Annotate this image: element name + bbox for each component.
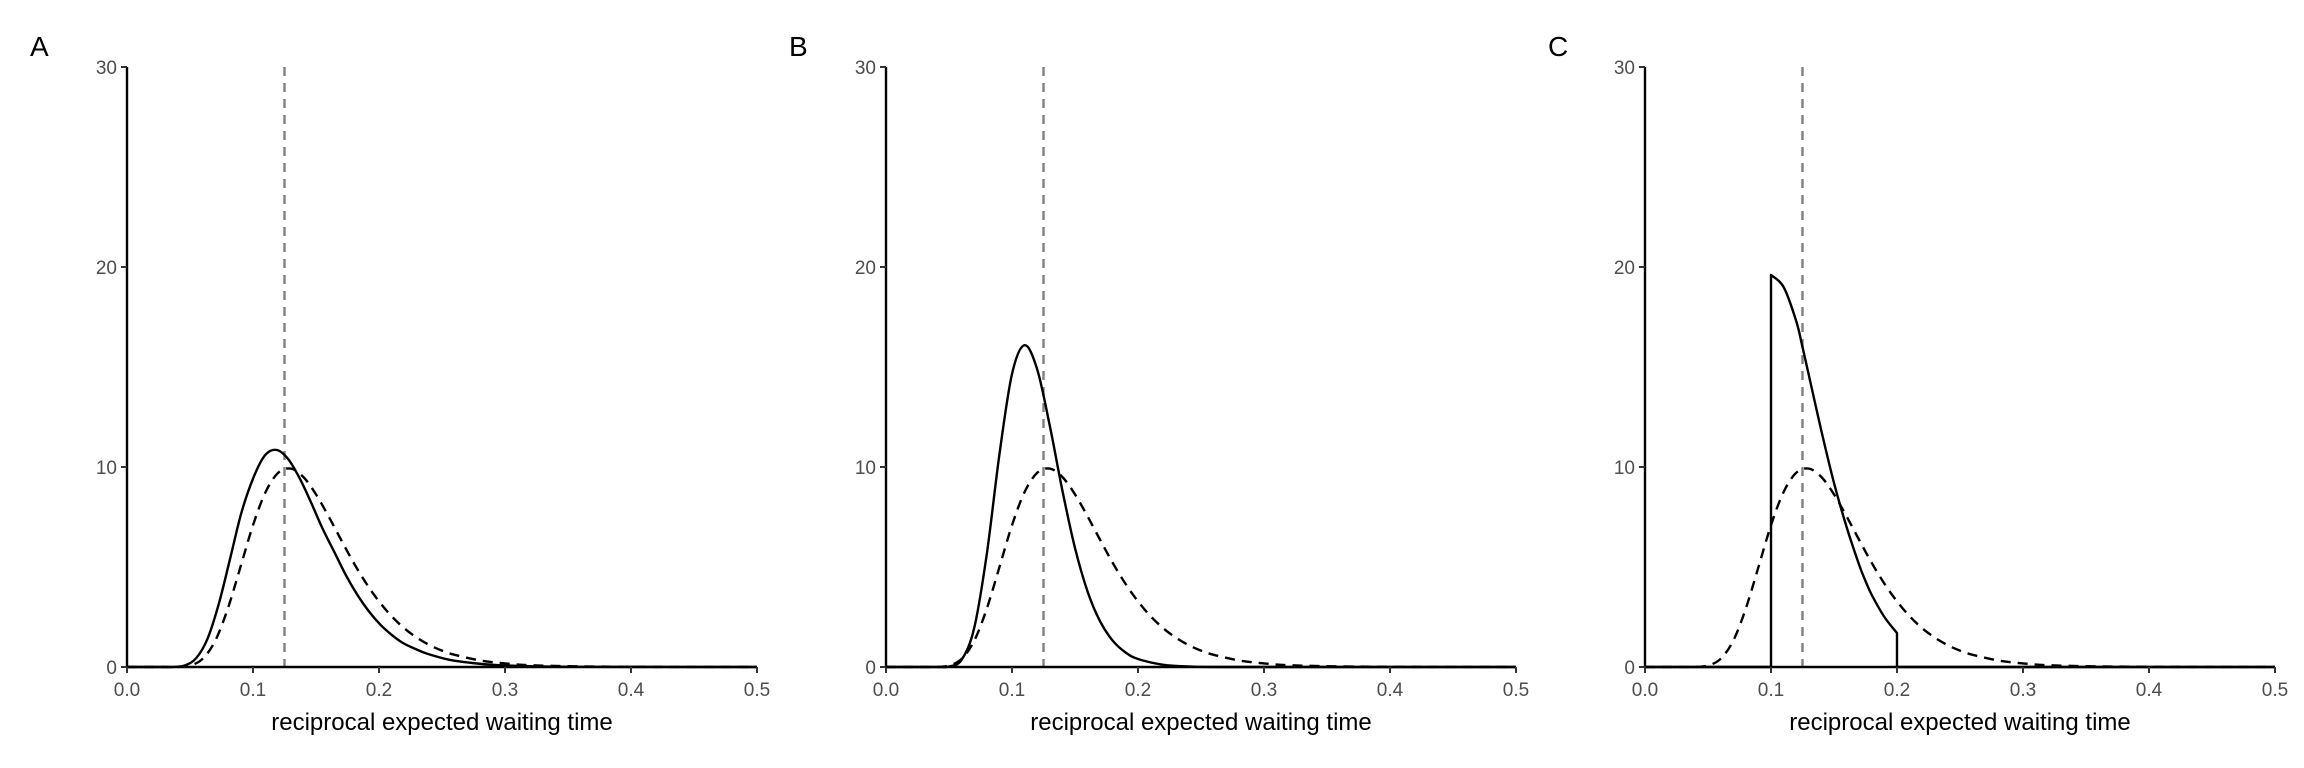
x-tick-label: 0.3 [2010, 680, 2036, 701]
x-tick-label: 0.5 [2262, 680, 2288, 701]
x-tick-label: 0.0 [1632, 680, 1658, 701]
x-tick-label: 0.1 [999, 680, 1025, 701]
x-tick-label: 0.0 [873, 680, 899, 701]
y-tick-label: 10 [1614, 458, 1635, 479]
panel-label: C [1548, 31, 1568, 62]
y-tick-label: 10 [855, 458, 876, 479]
solid-density-curve [886, 344, 1516, 669]
solid-density-curve [127, 448, 758, 669]
dashed-density-curve [1645, 467, 2276, 669]
y-tick-label: 10 [96, 458, 117, 479]
x-tick-label: 0.4 [2136, 680, 2163, 701]
y-tick-label: 20 [96, 258, 117, 279]
solid-density-curve [1645, 273, 2275, 669]
x-tick-label: 0.2 [1125, 680, 1151, 701]
x-tick-label: 0.2 [1884, 680, 1910, 701]
y-tick-label: 30 [855, 58, 876, 79]
panel-a: A 0.0 0.1 0.2 0.3 0.4 0.5 0 10 20 30 reciprocal exp… [30, 31, 770, 736]
y-tick-label: 0 [865, 658, 876, 679]
y-tick-label: 20 [855, 258, 876, 279]
x-tick-label: 0.3 [492, 680, 518, 701]
dashed-density-curve [886, 467, 1517, 669]
x-tick-label: 0.3 [1251, 680, 1277, 701]
x-tick-label: 0.4 [618, 680, 645, 701]
x-tick-label: 0.5 [744, 680, 770, 701]
y-tick-label: 30 [96, 58, 117, 79]
x-axis-title: reciprocal expected waiting time [271, 709, 613, 736]
panel-label: A [30, 31, 49, 62]
y-tick-label: 0 [1624, 658, 1635, 679]
x-tick-label: 0.5 [1503, 680, 1529, 701]
x-axis-title: reciprocal expected waiting time [1030, 709, 1372, 736]
x-tick-label: 0.1 [1758, 680, 1784, 701]
panel-c: C 0.0 0.1 0.2 0.3 0.4 0.5 0 10 20 30 reciprocal exp… [1548, 31, 2288, 736]
x-tick-label: 0.4 [1377, 680, 1404, 701]
x-tick-label: 0.2 [366, 680, 392, 701]
dashed-density-curve [127, 467, 758, 669]
y-tick-label: 20 [1614, 258, 1635, 279]
panel-b: B 0.0 0.1 0.2 0.3 0.4 0.5 0 10 20 30 reciprocal exp… [789, 31, 1529, 736]
y-tick-label: 0 [106, 658, 117, 679]
x-axis-title: reciprocal expected waiting time [1789, 709, 2131, 736]
y-tick-label: 30 [1614, 58, 1635, 79]
panel-label: B [789, 31, 808, 62]
x-tick-label: 0.1 [240, 680, 266, 701]
x-tick-label: 0.0 [114, 680, 140, 701]
